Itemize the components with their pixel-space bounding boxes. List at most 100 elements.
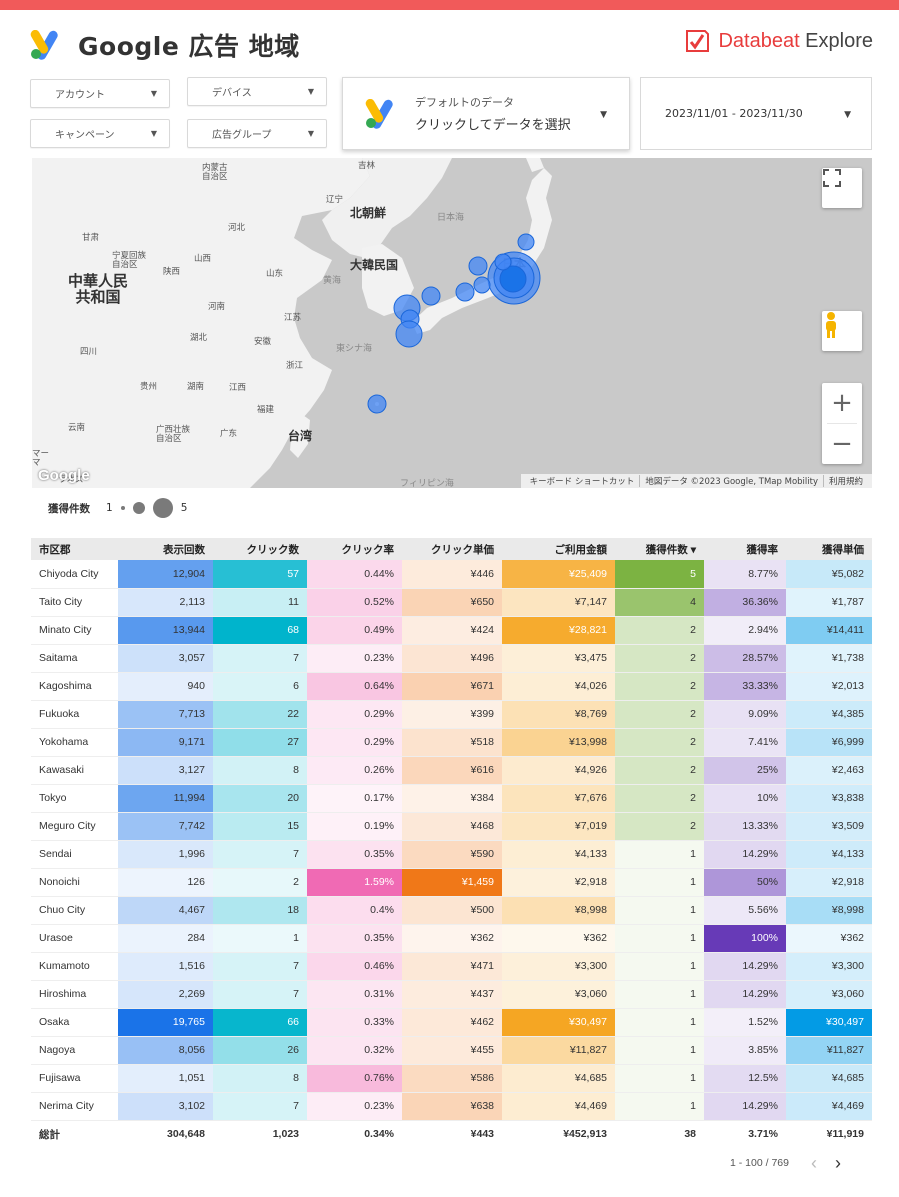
cell-conversions: 1 (615, 840, 704, 869)
column-header-cvr[interactable]: 獲得率 (704, 538, 786, 560)
table-row[interactable]: Nerima City 3,102 7 0.23% ¥638 ¥4,469 1 14.29% ¥… (31, 1092, 872, 1121)
map-label-hubei: 湖北 (190, 333, 208, 343)
account-filter[interactable]: アカウント ▼ (30, 79, 170, 108)
column-header-ctr[interactable]: クリック率 (307, 538, 402, 560)
cell-conversions: 2 (615, 700, 704, 729)
fullscreen-icon[interactable] (822, 168, 862, 208)
cell-conversions: 5 (615, 560, 704, 589)
column-header-cpc[interactable]: クリック単価 (402, 538, 502, 560)
table-row[interactable]: Yokohama 9,171 27 0.29% ¥518 ¥13,998 2 7.41% ¥6,… (31, 728, 872, 757)
cell-cvr: 3.85% (704, 1036, 786, 1065)
next-page-icon[interactable]: › (834, 1152, 841, 1173)
cell-cvr: 36.36% (704, 588, 786, 617)
cell-cpc: ¥462 (402, 1008, 502, 1037)
zoom-out-button[interactable]: − (831, 429, 853, 459)
table-row[interactable]: Minato City 13,944 68 0.49% ¥424 ¥28,821 2 2.94… (31, 616, 872, 645)
cell-clicks: 7 (213, 644, 307, 673)
cell-clicks: 8 (213, 756, 307, 785)
table-row[interactable]: Meguro City 7,742 15 0.19% ¥468 ¥7,019 2 13.33%… (31, 812, 872, 841)
cell-conversions: 1 (615, 1036, 704, 1065)
table-row[interactable]: Nonoichi 126 2 1.59% ¥1,459 ¥2,918 1 50% ¥2,918 (31, 868, 872, 897)
campaign-filter[interactable]: キャンペーン ▼ (30, 119, 170, 148)
geo-map[interactable]: 内蒙古 自治区 吉林 辽宁 北朝鮮 日本海 甘肃 宁夏回族 自治区 河北 山西 … (32, 158, 872, 488)
table-row[interactable]: Osaka 19,765 66 0.33% ¥462 ¥30,497 1 1.52% ¥30,4… (31, 1008, 872, 1037)
cell-cost: ¥8,998 (502, 896, 615, 925)
cell-clicks: 7 (213, 840, 307, 869)
cell-impressions: 7,742 (118, 812, 213, 841)
cell-cvr: 28.57% (704, 644, 786, 673)
cell-cpa: ¥4,133 (786, 840, 872, 869)
table-row[interactable]: Fujisawa 1,051 8 0.76% ¥586 ¥4,685 1 12.5% ¥4,68… (31, 1064, 872, 1093)
cell-cpc: ¥586 (402, 1064, 502, 1093)
cell-cpc: ¥638 (402, 1092, 502, 1121)
cell-region: Hiroshima (31, 980, 118, 1009)
table-row[interactable]: Hiroshima 2,269 7 0.31% ¥437 ¥3,060 1 14.29% ¥3,… (31, 980, 872, 1009)
cell-cvr: 13.33% (704, 812, 786, 841)
terms-link[interactable]: 利用規約 (822, 475, 868, 487)
cell-cpc: ¥496 (402, 644, 502, 673)
cell-cpc: ¥399 (402, 700, 502, 729)
cell-ctr: 0.76% (307, 1064, 402, 1093)
zoom-in-button[interactable]: + (831, 388, 853, 418)
legend-dot-small (120, 506, 125, 510)
cell-region: Sendai (31, 840, 118, 869)
brand-suffix: Explore (799, 29, 873, 52)
cell-clicks: 7 (213, 980, 307, 1009)
cell-impressions: 11,994 (118, 784, 213, 813)
table-row[interactable]: Fukuoka 7,713 22 0.29% ¥399 ¥8,769 2 9.09% ¥4,38… (31, 700, 872, 729)
column-header-region[interactable]: 市区郡 (31, 538, 118, 560)
pegman-icon[interactable] (822, 311, 862, 351)
column-header-cost[interactable]: ご利用金額 (502, 538, 615, 560)
cell-ctr: 0.23% (307, 644, 402, 673)
cell-conversions: 1 (615, 1064, 704, 1093)
table-row[interactable]: Sendai 1,996 7 0.35% ¥590 ¥4,133 1 14.29% ¥4,133 (31, 840, 872, 869)
column-header-conversions[interactable]: 獲得件数 ▾ (615, 538, 704, 560)
total-conversions: 38 (615, 1120, 704, 1148)
cell-cpa: ¥14,411 (786, 616, 872, 645)
table-row[interactable]: Kawasaki 3,127 8 0.26% ¥616 ¥4,926 2 25% ¥2,463 (31, 756, 872, 785)
cell-clicks: 7 (213, 952, 307, 981)
table-row[interactable]: Saitama 3,057 7 0.23% ¥496 ¥3,475 2 28.57% ¥1,73… (31, 644, 872, 673)
cell-impressions: 12,904 (118, 560, 213, 589)
table-row[interactable]: Tokyo 11,994 20 0.17% ¥384 ¥7,676 2 10% ¥3,838 (31, 784, 872, 813)
cell-cost: ¥30,497 (502, 1008, 615, 1037)
column-header-clicks[interactable]: クリック数 (213, 538, 307, 560)
cell-region: Fujisawa (31, 1064, 118, 1093)
cell-cvr: 7.41% (704, 728, 786, 757)
legend-dot-large (152, 498, 173, 518)
cell-cvr: 14.29% (704, 980, 786, 1009)
table-row[interactable]: Nagoya 8,056 26 0.32% ¥455 ¥11,827 1 3.85% ¥11,8… (31, 1036, 872, 1065)
cell-cvr: 14.29% (704, 952, 786, 981)
table-row[interactable]: Taito City 2,113 11 0.52% ¥650 ¥7,147 4 36.36% ¥… (31, 588, 872, 617)
account-filter-label: アカウント (55, 90, 105, 101)
map-label-ningxia: 宁夏回族 自治区 (112, 251, 147, 270)
map-label-jiangsu: 江苏 (284, 313, 302, 323)
column-header-impressions[interactable]: 表示回数 (118, 538, 213, 560)
keyboard-shortcuts-link[interactable]: キーボード ショートカット (529, 477, 635, 487)
table-row[interactable]: Chuo City 4,467 18 0.4% ¥500 ¥8,998 1 5.56% ¥8,9… (31, 896, 872, 925)
map-label-guangdong: 广东 (220, 429, 238, 439)
cell-cvr: 50% (704, 868, 786, 897)
table-row[interactable]: Urasoe 284 1 0.35% ¥362 ¥362 1 100% ¥362 (31, 924, 872, 953)
cell-cost: ¥7,147 (502, 588, 615, 617)
table-row[interactable]: Chiyoda City 12,904 57 0.44% ¥446 ¥25,409 5 8.7… (31, 560, 872, 589)
prev-page-icon[interactable]: ‹ (810, 1152, 817, 1173)
device-filter[interactable]: デバイス ▼ (187, 77, 327, 106)
cell-cpa: ¥6,999 (786, 728, 872, 757)
map-attribution: キーボード ショートカット 地図データ ©2023 Google, TMap M… (520, 474, 872, 488)
data-source-selector[interactable]: デフォルトのデータ クリックしてデータを選択 ▼ (342, 77, 630, 150)
table-row[interactable]: Kagoshima 940 6 0.64% ¥671 ¥4,026 2 33.33% ¥2,01… (31, 672, 872, 701)
ad-group-filter[interactable]: 広告グループ ▼ (187, 119, 327, 148)
map-label-hebei: 河北 (228, 223, 246, 233)
cell-cpa: ¥8,998 (786, 896, 872, 925)
column-header-cpa[interactable]: 獲得単価 (786, 538, 872, 560)
page-range: 1 - 100 / 769 (730, 1157, 789, 1169)
google-ads-logo-icon (30, 29, 64, 60)
map-label-yunnan: 云南 (68, 423, 86, 433)
table-row[interactable]: Kumamoto 1,516 7 0.46% ¥471 ¥3,300 1 14.29% ¥3,3… (31, 952, 872, 981)
date-range-picker[interactable]: 2023/11/01 - 2023/11/30 ▼ (640, 77, 872, 150)
cell-region: Minato City (31, 616, 118, 645)
cell-cpa: ¥4,469 (786, 1092, 872, 1121)
map-bubble (421, 286, 441, 306)
map-label-east-china-sea: 東シナ海 (336, 344, 373, 354)
